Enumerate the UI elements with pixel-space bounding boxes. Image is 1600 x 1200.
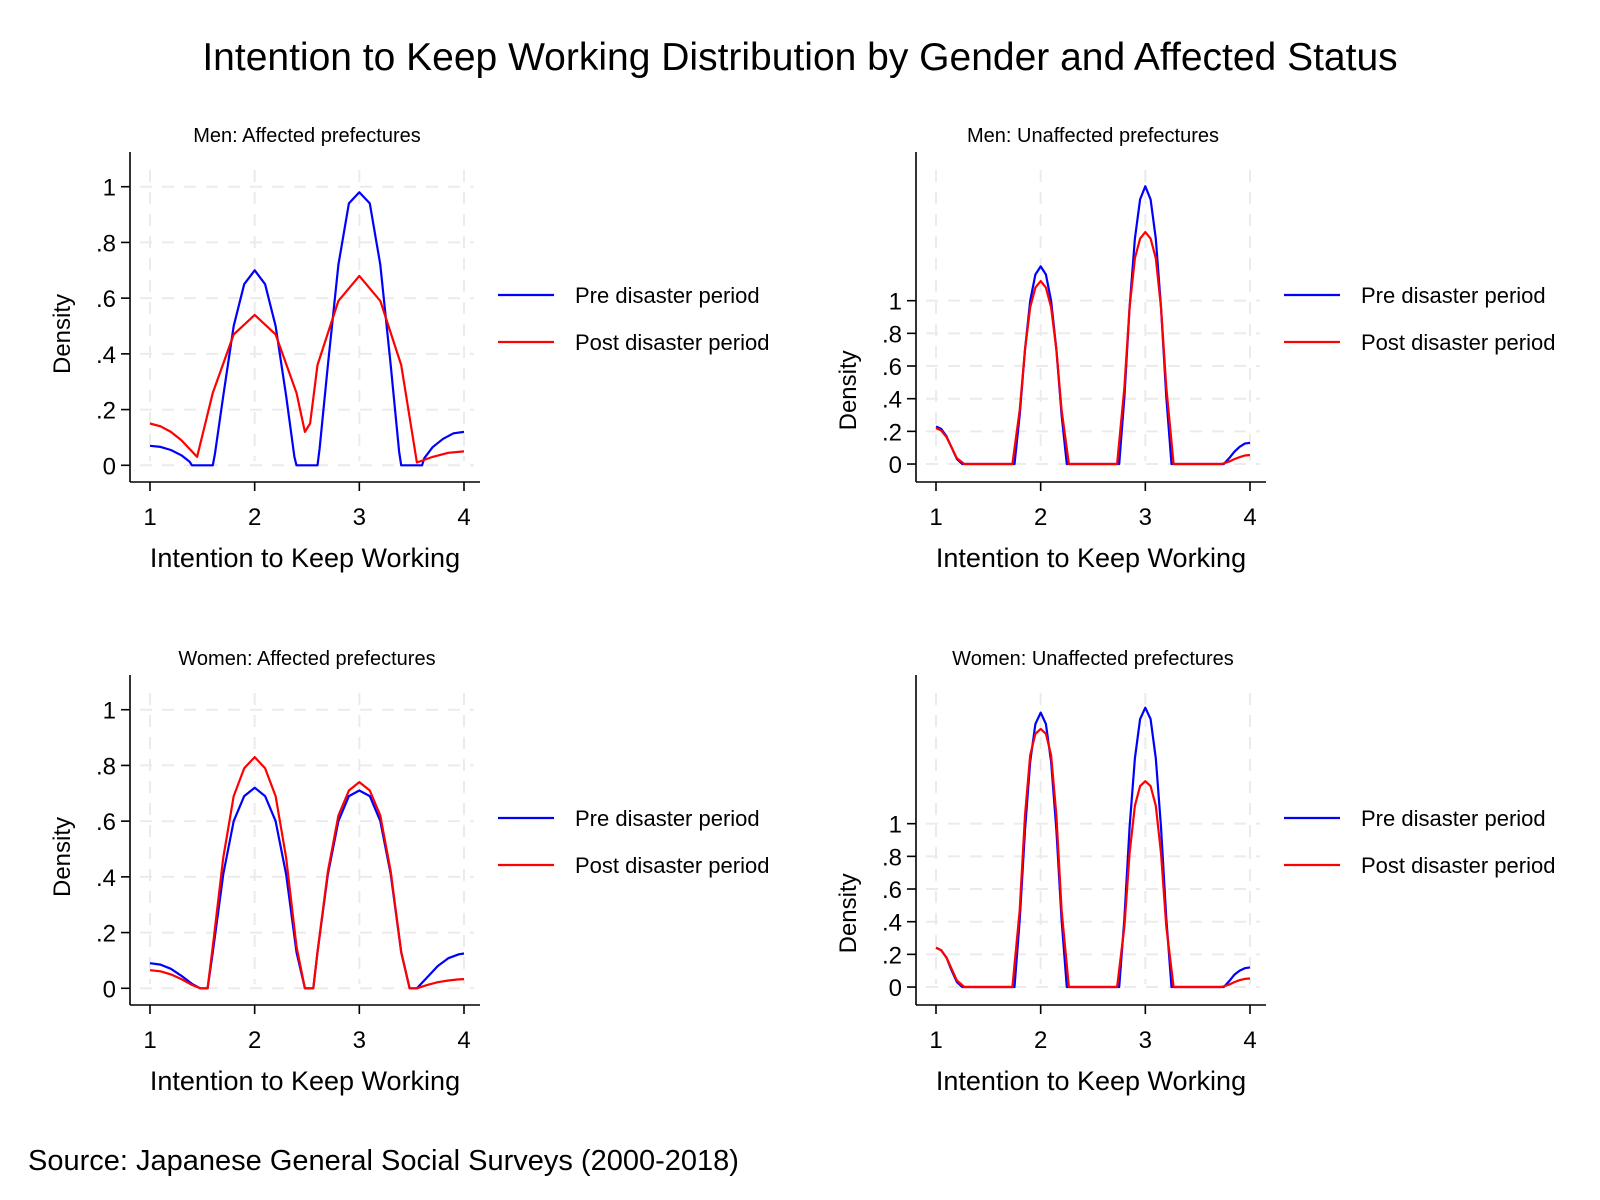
x-tick-label: 1 [143,1027,156,1054]
legend-label-post: Post disaster period [575,330,769,355]
legend-label-post: Post disaster period [1361,853,1555,878]
y-tick-label: .2 [96,398,116,425]
x-tick-label: 2 [1034,1027,1047,1054]
x-ticks: 1 2 3 4 [143,1005,471,1054]
x-tick-label: 3 [1139,1027,1152,1054]
series-layer [149,191,465,467]
series-line-post [149,756,465,990]
legend-label-post: Post disaster period [575,853,769,878]
y-tick-label: .2 [882,942,902,969]
x-tick-label: 4 [457,1027,470,1054]
panel: 0 .2 .4 .6 .8 1 1 2 3 4 Men: Unaffected prefectu… [835,125,1555,573]
x-tick-label: 1 [929,1027,942,1054]
legend: Pre disaster period Post disaster period [498,283,769,355]
y-tick-label: 1 [103,175,116,202]
gridlines [140,170,474,467]
x-ticks: 1 2 3 4 [929,482,1257,531]
x-ticks: 1 2 3 4 [929,1005,1257,1054]
y-tick-label: 0 [889,452,902,479]
legend: Pre disaster period Post disaster period [498,806,769,878]
y-tick-label: .4 [96,865,116,892]
x-tick-label: 3 [1139,504,1152,531]
y-tick-label: 0 [103,976,116,1003]
y-ticks: 0 .2 .4 .6 .8 1 [96,175,130,480]
y-axis-title: Density [835,873,862,953]
y-tick-label: .8 [96,753,116,780]
y-ticks: 0 .2 .4 .6 .8 1 [882,289,916,479]
y-tick-label: .8 [882,844,902,871]
y-tick-label: .4 [96,342,116,369]
series-line-pre [935,706,1251,989]
legend-label-post: Post disaster period [1361,330,1555,355]
x-tick-label: 1 [929,504,942,531]
figure-title: Intention to Keep Working Distribution b… [202,36,1397,79]
panel-title: Men: Affected prefectures [193,125,421,147]
y-tick-label: 1 [889,812,902,839]
x-tick-label: 4 [457,504,470,531]
x-ticks: 1 2 3 4 [143,482,471,531]
panel-title: Women: Unaffected prefectures [952,648,1234,670]
x-axis-title: Intention to Keep Working [150,543,460,573]
series-line-pre [149,786,465,990]
y-ticks: 0 .2 .4 .6 .8 1 [96,698,130,1003]
panel: 0 .2 .4 .6 .8 1 1 2 3 4 Men: Affected prefecture… [49,125,769,573]
y-axis-title: Density [49,294,76,374]
x-tick-label: 4 [1243,1027,1256,1054]
source-note: Source: Japanese General Social Surveys … [28,1145,739,1177]
y-tick-label: .4 [882,910,902,937]
y-tick-label: .2 [882,419,902,446]
y-axis-title: Density [835,350,862,430]
series-line-post [935,231,1251,466]
series-line-pre [935,185,1251,466]
series-line-post [149,274,465,464]
x-tick-label: 2 [248,1027,261,1054]
series-line-post [935,727,1251,989]
gridlines [140,693,474,990]
legend-label-pre: Pre disaster period [1361,806,1546,831]
legend-label-pre: Pre disaster period [575,283,760,308]
legend-label-pre: Pre disaster period [575,806,760,831]
y-tick-label: 1 [103,698,116,725]
x-axis-title: Intention to Keep Working [150,1066,460,1096]
series-line-pre [149,191,465,467]
x-axis-title: Intention to Keep Working [936,1066,1246,1096]
y-tick-label: 0 [103,453,116,480]
y-tick-label: .4 [882,387,902,414]
panel: 0 .2 .4 .6 .8 1 1 2 3 4 Women: Affected prefectu… [49,648,769,1096]
series-layer [149,756,465,990]
gridlines [926,693,1260,989]
legend: Pre disaster period Post disaster period [1284,806,1555,878]
x-tick-label: 3 [353,504,366,531]
panel-title: Women: Affected prefectures [178,648,435,670]
panel: 0 .2 .4 .6 .8 1 1 2 3 4 Women: Unaffected prefec… [835,648,1555,1096]
legend-label-pre: Pre disaster period [1361,283,1546,308]
panel-title: Men: Unaffected prefectures [967,125,1219,147]
x-axis-title: Intention to Keep Working [936,543,1246,573]
y-tick-label: .2 [96,921,116,948]
legend: Pre disaster period Post disaster period [1284,283,1555,355]
y-ticks: 0 .2 .4 .6 .8 1 [882,812,916,1002]
y-tick-label: .8 [96,230,116,257]
x-tick-label: 2 [1034,504,1047,531]
y-tick-label: .6 [882,877,902,904]
y-axis-title: Density [49,817,76,897]
x-tick-label: 1 [143,504,156,531]
y-tick-label: .6 [882,354,902,381]
y-tick-label: 0 [889,975,902,1002]
x-tick-label: 2 [248,504,261,531]
gridlines [926,170,1260,466]
x-tick-label: 4 [1243,504,1256,531]
series-layer [935,185,1251,466]
y-tick-label: .8 [882,321,902,348]
y-tick-label: .6 [96,286,116,313]
y-tick-label: 1 [889,289,902,316]
x-tick-label: 3 [353,1027,366,1054]
y-tick-label: .6 [96,809,116,836]
series-layer [935,706,1251,989]
